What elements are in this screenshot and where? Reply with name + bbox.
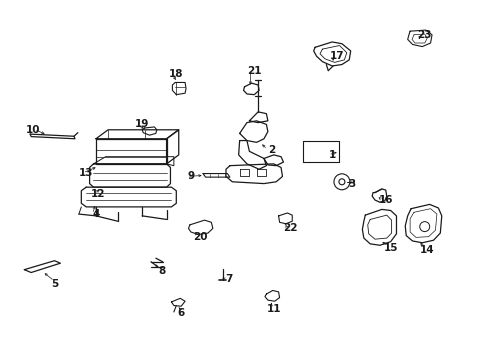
Text: 14: 14 [419, 245, 434, 255]
Text: 9: 9 [187, 171, 194, 181]
Text: 19: 19 [135, 120, 149, 129]
Text: 11: 11 [266, 304, 281, 314]
Text: 8: 8 [158, 266, 165, 276]
Text: 12: 12 [91, 189, 105, 199]
Text: 17: 17 [329, 51, 344, 61]
Text: 1: 1 [328, 150, 335, 160]
Text: 7: 7 [225, 274, 232, 284]
Text: 22: 22 [283, 224, 297, 233]
Text: 6: 6 [177, 308, 184, 318]
Text: 23: 23 [417, 30, 431, 40]
Text: 21: 21 [246, 66, 261, 76]
Text: 15: 15 [383, 243, 397, 253]
Text: 2: 2 [267, 144, 274, 154]
Text: 18: 18 [169, 69, 183, 79]
Text: 4: 4 [92, 209, 100, 219]
Text: 10: 10 [25, 125, 40, 135]
Text: 13: 13 [79, 168, 93, 178]
Text: 20: 20 [193, 232, 207, 242]
Text: 3: 3 [347, 179, 355, 189]
Text: 5: 5 [51, 279, 58, 289]
Text: 16: 16 [378, 195, 392, 205]
